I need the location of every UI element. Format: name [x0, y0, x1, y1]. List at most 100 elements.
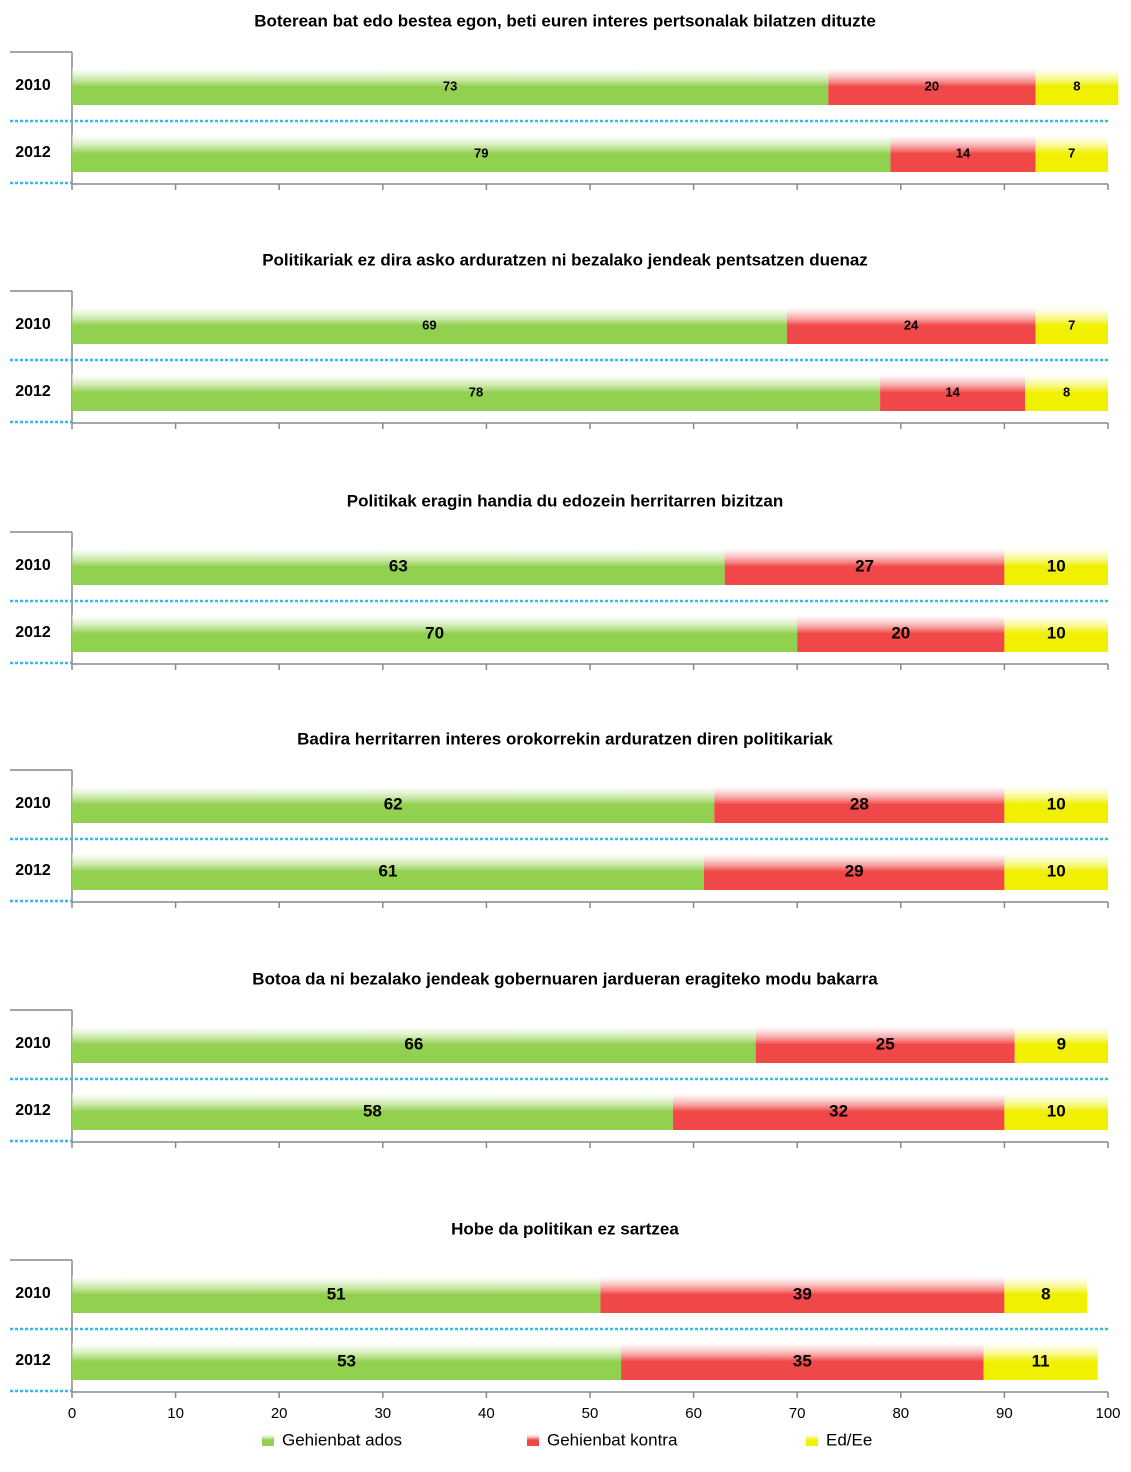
- y-tick-label: 2010: [15, 77, 51, 94]
- bar-segment: [72, 786, 715, 823]
- bar-segment: [1025, 374, 1108, 411]
- bar-segment: [890, 135, 1036, 172]
- value-label: 29: [845, 861, 864, 880]
- value-label: 10: [1047, 861, 1066, 880]
- bar-segment: [1014, 1026, 1108, 1063]
- y-tick-label: 2012: [15, 383, 51, 400]
- value-label: 39: [793, 1284, 812, 1303]
- panel-title: Badira herritarren interes orokorrekin a…: [297, 729, 833, 748]
- value-label: 78: [469, 384, 483, 399]
- x-tick-label: 20: [271, 1405, 288, 1422]
- y-tick-label: 2010: [15, 1285, 51, 1302]
- bar-segment: [72, 68, 829, 105]
- bar-segment: [72, 374, 881, 411]
- value-label: 35: [793, 1351, 812, 1370]
- bar-segment: [828, 68, 1036, 105]
- value-label: 10: [1047, 556, 1066, 575]
- value-label: 63: [389, 556, 408, 575]
- value-label: 24: [904, 317, 919, 332]
- bar-segment: [983, 1343, 1098, 1380]
- y-tick-label: 2012: [15, 624, 51, 641]
- y-tick-label: 2012: [15, 862, 51, 879]
- panel-title: Politikariak ez dira asko arduratzen ni …: [262, 250, 868, 269]
- bar-segment: [1035, 135, 1108, 172]
- value-label: 11: [1032, 1351, 1050, 1370]
- value-label: 8: [1041, 1284, 1050, 1303]
- legend-label: Gehienbat kontra: [547, 1430, 678, 1449]
- value-label: 7: [1068, 317, 1075, 332]
- bar-segment: [1004, 853, 1108, 890]
- value-label: 58: [363, 1101, 382, 1120]
- y-tick-label: 2010: [15, 795, 51, 812]
- legend-label: Ed/Ee: [826, 1430, 872, 1449]
- panel-title: Boterean bat edo bestea egon, beti euren…: [254, 11, 876, 30]
- bar-segment: [786, 307, 1036, 344]
- y-tick-label: 2010: [15, 1035, 51, 1052]
- value-label: 79: [474, 145, 488, 160]
- value-label: 73: [443, 78, 457, 93]
- y-tick-label: 2010: [15, 316, 51, 333]
- value-label: 32: [829, 1101, 848, 1120]
- bar-segment: [72, 135, 891, 172]
- bar-segment: [72, 1093, 673, 1130]
- bar-segment: [72, 853, 704, 890]
- y-tick-label: 2012: [15, 144, 51, 161]
- panel-title: Hobe da politikan ez sartzea: [451, 1219, 679, 1238]
- bar-segment: [1004, 786, 1108, 823]
- value-label: 10: [1047, 1101, 1066, 1120]
- value-label: 10: [1047, 794, 1066, 813]
- value-label: 69: [422, 317, 436, 332]
- value-label: 70: [425, 623, 444, 642]
- bar-segment: [880, 374, 1026, 411]
- value-label: 9: [1057, 1034, 1066, 1053]
- x-tick-label: 0: [68, 1405, 76, 1422]
- x-tick-label: 40: [478, 1405, 495, 1422]
- legend-label: Gehienbat ados: [282, 1430, 402, 1449]
- bar-segment: [72, 307, 787, 344]
- legend-swatch: [527, 1434, 539, 1446]
- bar-segment: [1035, 68, 1119, 105]
- bar-segment: [714, 786, 1005, 823]
- legend-swatch: [806, 1434, 818, 1446]
- value-label: 66: [404, 1034, 423, 1053]
- x-tick-label: 10: [167, 1405, 184, 1422]
- bar-segment: [72, 1343, 622, 1380]
- bar-segment: [797, 615, 1005, 652]
- value-label: 8: [1073, 78, 1080, 93]
- value-label: 7: [1068, 145, 1075, 160]
- value-label: 25: [876, 1034, 895, 1053]
- bar-segment: [1004, 615, 1108, 652]
- bar-segment: [755, 1026, 1015, 1063]
- bar-segment: [1035, 307, 1108, 344]
- value-label: 28: [850, 794, 869, 813]
- bar-segment: [72, 548, 725, 585]
- bar-segment: [1004, 1093, 1108, 1130]
- value-label: 20: [925, 78, 939, 93]
- value-label: 51: [327, 1284, 346, 1303]
- bar-segment: [72, 1026, 756, 1063]
- y-tick-label: 2010: [15, 557, 51, 574]
- value-label: 10: [1047, 623, 1066, 642]
- x-tick-label: 60: [685, 1405, 702, 1422]
- x-tick-label: 50: [582, 1405, 599, 1422]
- bar-segment: [72, 615, 798, 652]
- value-label: 14: [956, 145, 971, 160]
- value-label: 20: [891, 623, 910, 642]
- bar-segment: [724, 548, 1005, 585]
- legend-swatch: [262, 1434, 274, 1446]
- panel-title: Politikak eragin handia du edozein herri…: [347, 491, 783, 510]
- bar-segment: [1004, 548, 1108, 585]
- bar-segment: [1004, 1276, 1088, 1313]
- value-label: 14: [945, 384, 960, 399]
- bar-segment: [672, 1093, 1005, 1130]
- value-label: 8: [1063, 384, 1070, 399]
- bar-segment: [600, 1276, 1005, 1313]
- x-tick-label: 90: [996, 1405, 1013, 1422]
- x-tick-label: 30: [374, 1405, 391, 1422]
- bar-segment: [621, 1343, 984, 1380]
- x-tick-label: 80: [892, 1405, 909, 1422]
- value-label: 53: [337, 1351, 356, 1370]
- value-label: 61: [379, 861, 398, 880]
- x-tick-label: 70: [789, 1405, 806, 1422]
- y-tick-label: 2012: [15, 1352, 51, 1369]
